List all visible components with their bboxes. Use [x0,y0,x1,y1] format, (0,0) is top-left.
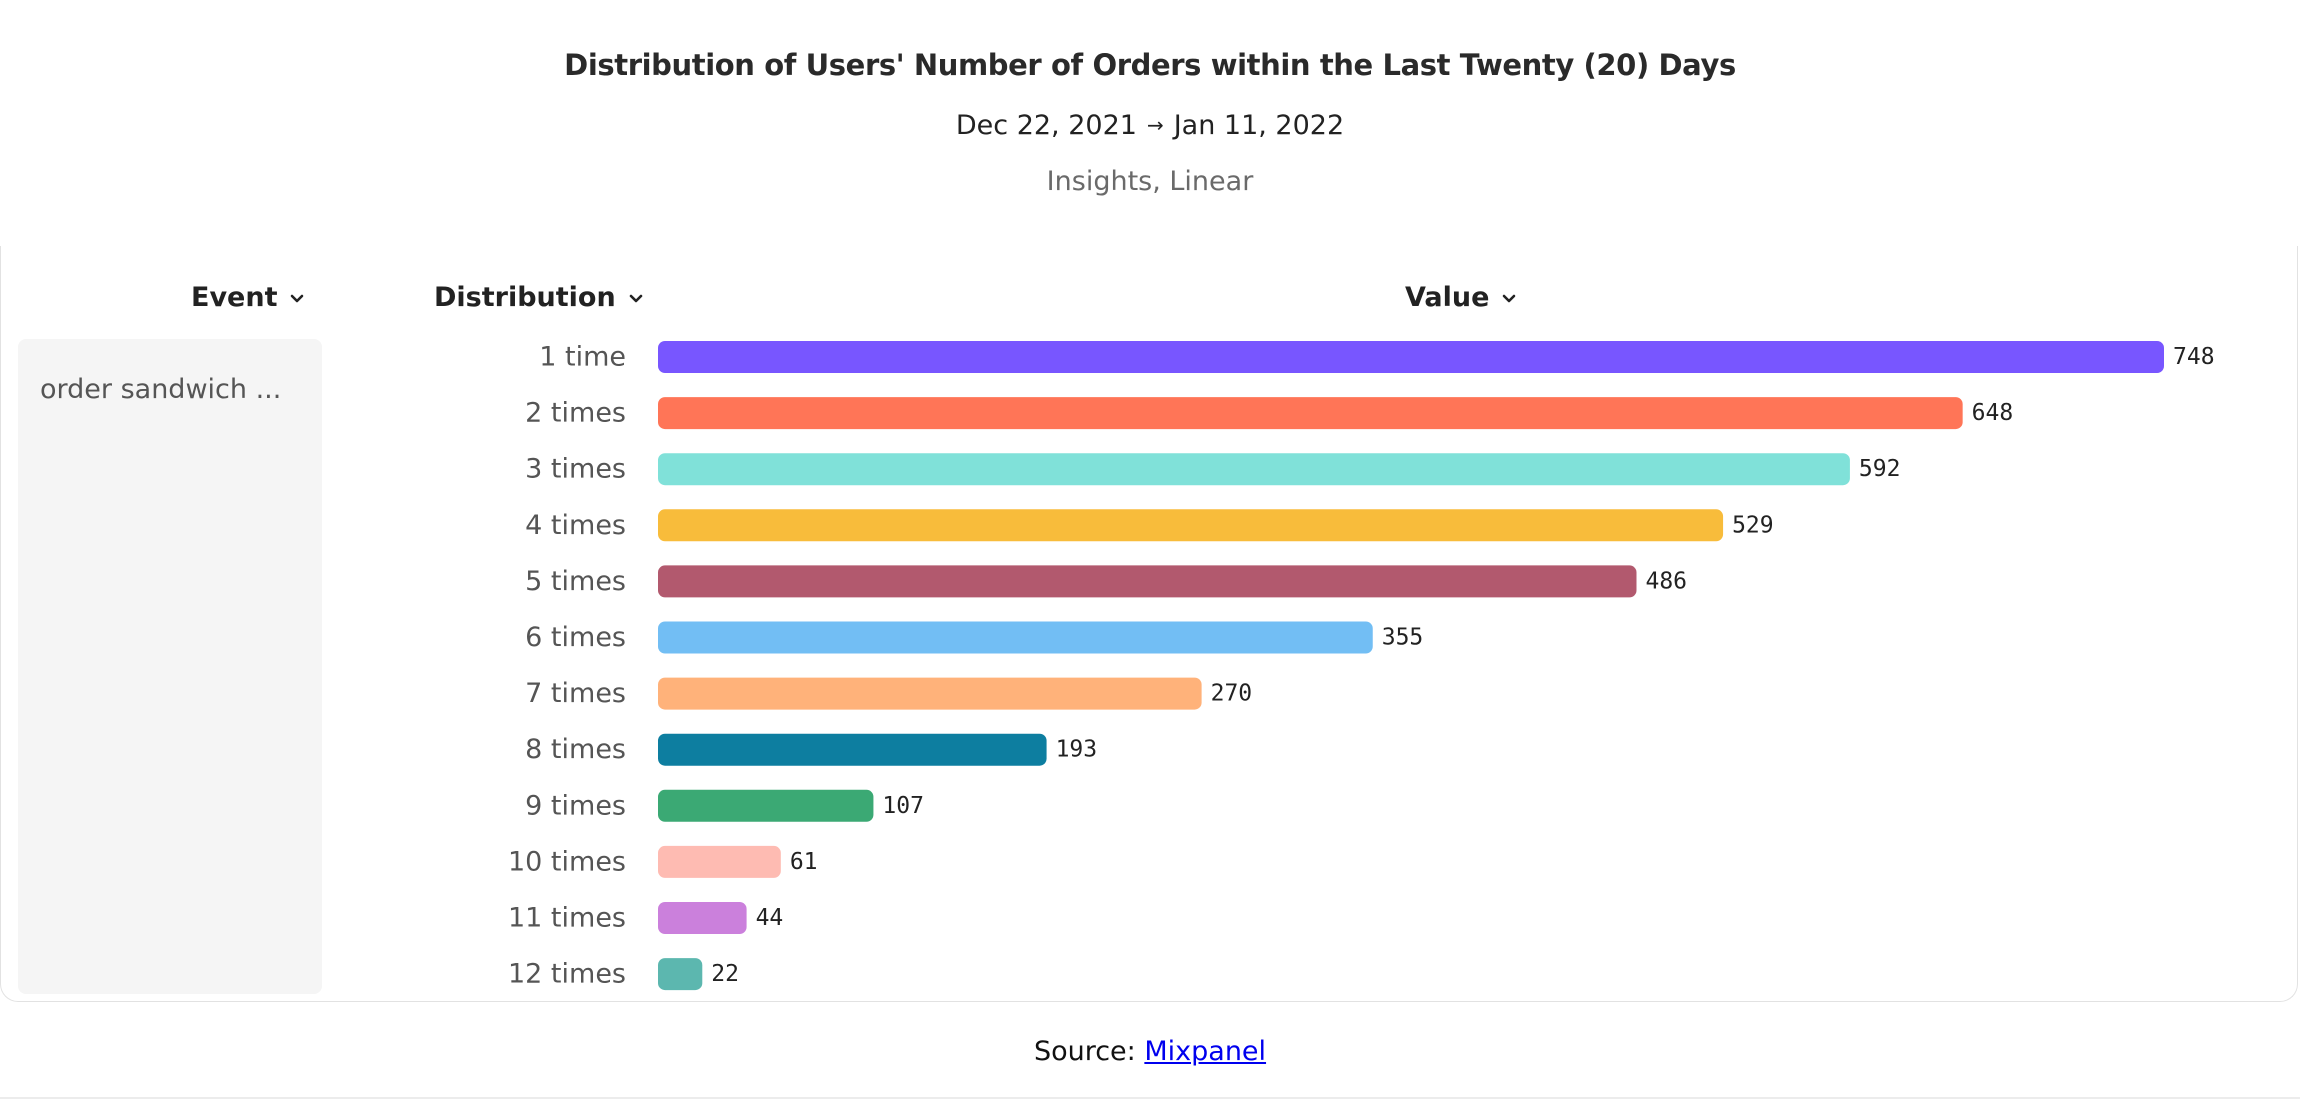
category-label: 5 times [525,566,626,597]
category-label: 8 times [525,734,626,765]
bottom-divider [0,1097,2300,1099]
value-label: 592 [1859,456,1901,482]
category-label: 6 times [525,622,626,653]
bar[interactable] [658,902,747,934]
category-label: 1 time [539,342,626,373]
bar[interactable] [658,341,2164,373]
event-name[interactable]: order sandwich ... [40,374,282,405]
bar[interactable] [658,621,1373,654]
bar[interactable] [658,789,874,822]
value-label: 355 [1382,625,1424,651]
date-end: Jan 11, 2022 [1173,110,1345,141]
value-column-header[interactable]: Value [1405,282,1519,313]
chevron-down-icon [291,294,304,302]
event-panel [18,339,322,994]
chart-subtitle: Insights, Linear [1046,166,1254,197]
event-column-label: Event [191,282,278,313]
value-column-label: Value [1405,282,1490,313]
category-label: 4 times [525,510,626,541]
bar[interactable] [658,958,703,991]
value-label: 270 [1211,681,1253,707]
category-label: 11 times [508,903,626,934]
event-column-header[interactable]: Event [191,282,307,313]
category-label: 2 times [525,398,626,429]
value-label: 486 [1645,568,1687,594]
distribution-column-label: Distribution [434,282,616,313]
value-label: 748 [2173,344,2215,370]
date-range: Dec 22, 2021 → Jan 11, 2022 [0,110,2300,141]
bar[interactable] [658,677,1202,710]
category-label: 10 times [508,846,626,877]
bar[interactable] [658,397,1963,430]
chart-title: Distribution of Users' Number of Orders … [564,48,1736,82]
bar[interactable] [658,509,1724,542]
bar[interactable] [658,565,1637,598]
value-label: 193 [1056,737,1098,763]
source-line: Source: Mixpanel [0,1036,2300,1067]
category-label: 12 times [508,959,626,990]
category-label: 3 times [525,454,626,485]
chevron-down-icon [629,294,643,302]
bar[interactable] [658,453,1850,486]
source-link[interactable]: Mixpanel [1144,1036,1267,1067]
category-label: 7 times [525,678,626,709]
value-label: 648 [1972,400,2014,426]
bar[interactable] [658,733,1047,766]
arrow-right-icon: → [1146,113,1164,137]
value-label: 61 [790,849,818,875]
source-prefix: Source: [1033,1036,1145,1067]
bar[interactable] [658,845,781,878]
date-start: Dec 22, 2021 [955,110,1137,141]
chevron-down-icon [1503,294,1516,302]
chart-card [0,246,2298,1002]
value-label: 529 [1732,512,1774,538]
value-label: 44 [756,905,784,931]
value-label: 107 [882,793,924,819]
value-label: 22 [711,961,739,987]
category-label: 9 times [525,790,626,821]
distribution-column-header[interactable]: Distribution [434,282,646,313]
